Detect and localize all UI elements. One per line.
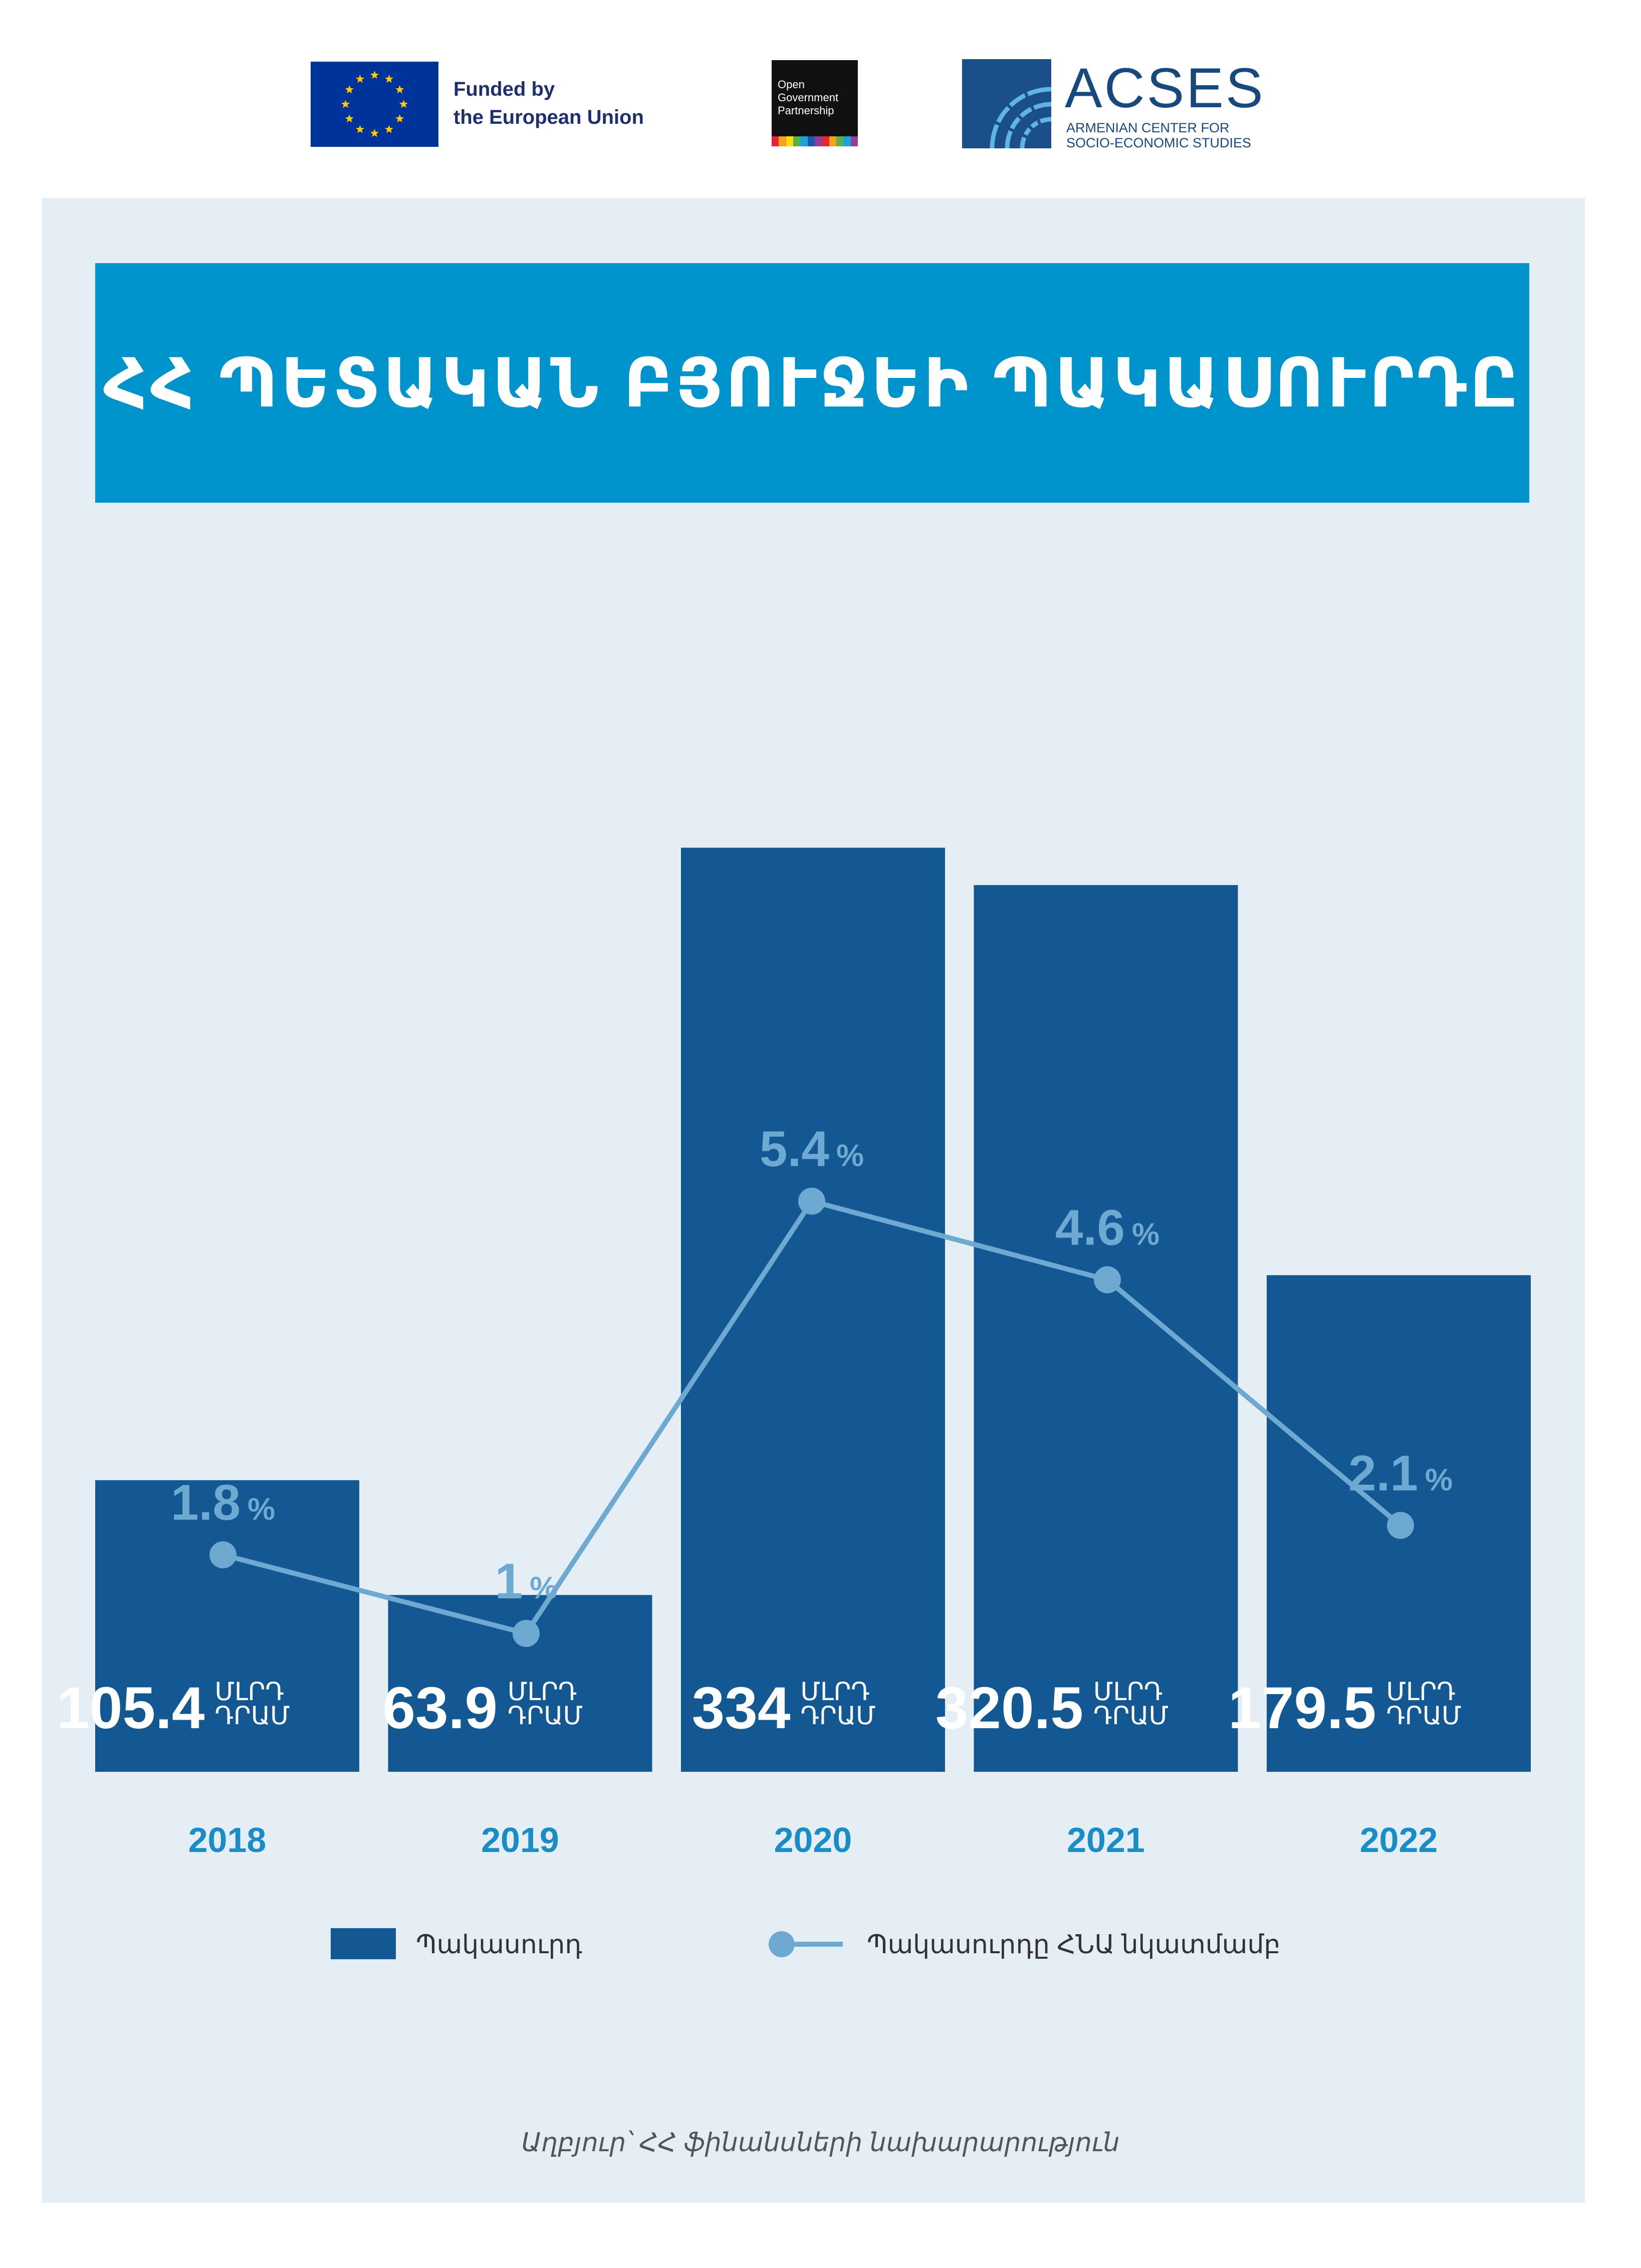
- eu-star: [341, 100, 350, 108]
- line-value-label: 2.1%: [1348, 1445, 1453, 1501]
- line-value-percent: %: [248, 1492, 275, 1527]
- eu-star: [395, 85, 404, 94]
- x-tick-label: 2022: [1360, 1820, 1438, 1860]
- eu-star: [355, 74, 365, 83]
- line-value-number: 4.6: [1055, 1199, 1125, 1256]
- eu-star: [370, 71, 379, 79]
- ogp-stripes: [772, 136, 858, 146]
- bar-unit-line-2: ԴՐԱՄ: [508, 1702, 583, 1730]
- eu-star: [345, 85, 354, 94]
- bar-unit-line-2: ԴՐԱՄ: [215, 1702, 290, 1730]
- line-point-2020: [798, 1187, 825, 1215]
- eu-line-1: Funded by: [453, 78, 555, 100]
- line-point-2022: [1387, 1512, 1414, 1539]
- bar-2018: [95, 1480, 359, 1772]
- eu-star: [399, 100, 408, 108]
- line-value-label: 1.8%: [171, 1475, 275, 1531]
- acses-title: ACSES: [1065, 57, 1265, 119]
- eu-star: [395, 114, 404, 123]
- legend-bar-swatch: [331, 1928, 396, 1959]
- line-value-number: 5.4: [760, 1121, 829, 1177]
- line-value-number: 1.8: [171, 1475, 241, 1531]
- acses-subtitle: ARMENIAN CENTER FOR SOCIO-ECONOMIC STUDI…: [1066, 120, 1251, 150]
- line-point-2021: [1094, 1266, 1121, 1294]
- acses-sub-line-1: ARMENIAN CENTER FOR: [1066, 120, 1230, 135]
- eu-star: [384, 74, 394, 83]
- bar-value-label: 63.9: [382, 1675, 498, 1741]
- bar-unit-line-1: ՄԼՐԴ: [1386, 1678, 1456, 1706]
- bar-unit-line-1: ՄԼՐԴ: [801, 1678, 870, 1706]
- bar-value-label: 320.5: [935, 1675, 1083, 1741]
- eu-flag-logo: [311, 62, 438, 147]
- ogp-line-3: Partnership: [778, 104, 834, 117]
- title-banner: ՀՀ ՊԵՏԱԿԱՆ ԲՅՈՒՋԵԻ ՊԱԿԱՍՈՒՐԴԸ: [95, 263, 1529, 503]
- ogp-text: Open Government Partnership: [778, 78, 838, 117]
- line-point-2018: [209, 1541, 237, 1569]
- source-note: Աղբյուր՝ ՀՀ ֆինանսների նախարարություն: [521, 2128, 1120, 2157]
- acses-sub-line-2: SOCIO-ECONOMIC STUDIES: [1066, 135, 1252, 150]
- bar-unit-line-1: ՄԼՐԴ: [215, 1678, 285, 1706]
- x-tick-label: 2018: [188, 1820, 267, 1860]
- line-value-label: 4.6%: [1055, 1199, 1159, 1256]
- x-tick-label: 2020: [774, 1820, 852, 1860]
- eu-star: [345, 114, 354, 123]
- line-value-label: 5.4%: [760, 1121, 864, 1177]
- line-value-percent: %: [1132, 1217, 1159, 1252]
- line-value-label: 1%: [495, 1553, 558, 1609]
- bar-unit-line-1: ՄԼՐԴ: [508, 1678, 577, 1706]
- eu-stars-icon: [341, 71, 408, 137]
- legend-line-label: Պակասուրդը ՀՆԱ նկատմամբ: [867, 1930, 1281, 1959]
- bar-unit-line-2: ԴՐԱՄ: [1093, 1702, 1168, 1730]
- eu-star: [370, 129, 379, 137]
- ogp-logo: Open Government Partnership: [772, 60, 858, 146]
- line-point-2019: [513, 1620, 540, 1647]
- line-value-percent: %: [836, 1139, 864, 1173]
- x-tick-label: 2021: [1067, 1820, 1145, 1860]
- legend-line-swatch: [769, 1931, 843, 1957]
- eu-star: [355, 125, 365, 133]
- x-tick-label: 2019: [481, 1820, 559, 1860]
- eu-star: [384, 125, 394, 133]
- bar-value-label: 179.5: [1228, 1675, 1376, 1741]
- acses-logo-icon: [962, 59, 1051, 148]
- bar-unit-line-1: ՄԼՐԴ: [1093, 1678, 1163, 1706]
- bar-value-label: 105.4: [57, 1675, 204, 1741]
- bar-2020: [681, 848, 945, 1772]
- legend-bar-label: Պակասուրդ: [416, 1930, 582, 1959]
- line-value-number: 1: [495, 1553, 523, 1609]
- chart-title: ՀՀ ՊԵՏԱԿԱՆ ԲՅՈՒՋԵԻ ՊԱԿԱՍՈՒՐԴԸ: [103, 345, 1521, 421]
- eu-line-2: the European Union: [453, 106, 644, 128]
- bar-value-label: 334: [692, 1675, 791, 1741]
- eu-funding-text: Funded by the European Union: [453, 75, 644, 131]
- bar-unit-line-2: ԴՐԱՄ: [801, 1702, 876, 1730]
- ogp-line-1: Open: [778, 78, 805, 91]
- line-value-percent: %: [1425, 1463, 1453, 1497]
- line-value-number: 2.1: [1348, 1445, 1418, 1501]
- bar-unit-line-2: ԴՐԱՄ: [1386, 1702, 1462, 1730]
- line-value-percent: %: [530, 1571, 557, 1605]
- bar-2021: [974, 885, 1238, 1772]
- ogp-line-2: Government: [778, 91, 839, 104]
